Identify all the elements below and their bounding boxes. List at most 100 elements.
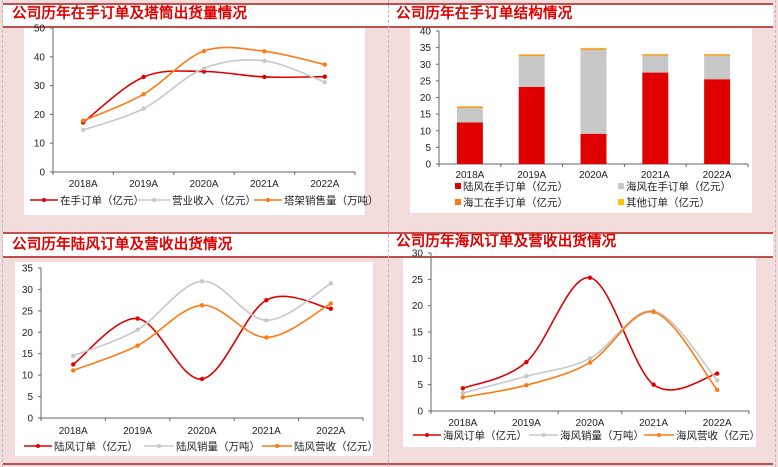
chart-title-top-right: 公司历年在手订单结构情况	[396, 6, 573, 22]
data-point	[199, 303, 205, 308]
y-tick-label: 35	[22, 264, 34, 275]
x-tick-label: 2020A	[190, 179, 219, 190]
y-tick-label: 25	[420, 76, 432, 87]
y-tick-label: 20	[420, 93, 432, 104]
legend-label: 营业收入（亿元）	[172, 194, 256, 207]
legend-label: 其他订单（亿元）	[626, 196, 710, 209]
bar-segment	[518, 55, 545, 87]
data-point	[201, 48, 207, 54]
data-point	[587, 275, 593, 280]
legend-swatch	[618, 199, 624, 205]
data-point	[524, 382, 529, 388]
data-point	[651, 382, 656, 387]
data-point	[141, 74, 146, 80]
x-tick-label: 2020A	[188, 426, 217, 437]
legend-label: 陆风营收（亿元）	[294, 440, 378, 453]
y-tick-label: 50	[34, 24, 46, 35]
y-tick-label: 20	[412, 301, 424, 312]
bar-segment	[642, 53, 669, 55]
data-point	[141, 106, 146, 111]
legend-swatch	[455, 183, 461, 189]
y-tick-label: 0	[39, 168, 45, 179]
data-point	[71, 362, 76, 367]
x-tick-label: 2020A	[579, 170, 608, 181]
data-point	[460, 386, 465, 391]
y-tick-label: 5	[27, 392, 33, 403]
bar-segment	[704, 79, 731, 164]
y-tick-label: 10	[412, 354, 424, 365]
x-tick-label: 2019A	[512, 418, 541, 429]
data-point	[264, 318, 269, 323]
legend-label: 海风营收（亿元）	[676, 429, 760, 442]
data-point	[264, 335, 269, 340]
series-line	[462, 311, 718, 399]
y-tick-label: 20	[22, 328, 34, 339]
legend-swatch	[618, 183, 624, 189]
x-tick-label: 2022A	[703, 170, 732, 181]
bar-segment	[642, 54, 669, 56]
x-tick-label: 2022A	[310, 179, 339, 190]
data-point	[262, 58, 267, 64]
legend-label: 海风订单（亿元）	[443, 429, 527, 442]
data-point	[135, 343, 140, 348]
chart-title-bottom-left: 公司历年陆风订单及营收出货情况	[12, 237, 233, 253]
legend-swatch	[455, 199, 461, 205]
data-point	[524, 374, 529, 379]
data-point	[460, 390, 465, 396]
data-point	[587, 360, 593, 365]
y-tick-label: 15	[412, 328, 424, 339]
y-tick-label: 20	[34, 110, 46, 121]
data-point	[262, 74, 267, 80]
y-tick-label: 10	[420, 126, 432, 137]
legend-label: 塔架销售量（万吨）	[284, 194, 379, 207]
data-point	[141, 92, 146, 97]
y-tick-label: 15	[420, 110, 432, 121]
data-point	[328, 301, 333, 306]
x-tick-label: 2018A	[455, 170, 484, 181]
bar-segment	[704, 54, 731, 56]
legend-marker	[541, 433, 546, 437]
data-point	[715, 387, 720, 393]
legend-label: 陆风销量（万吨）	[176, 440, 260, 453]
bar-segment	[642, 55, 669, 73]
panel-bg-top-left	[24, 28, 365, 215]
y-tick-label: 0	[417, 407, 423, 418]
data-point	[587, 356, 593, 361]
bar-segment	[580, 48, 607, 50]
data-point	[81, 118, 86, 123]
bar-segment	[456, 106, 483, 107]
legend-label: 海风销量（万吨）	[560, 429, 644, 442]
data-point	[199, 279, 205, 284]
chart-title-bottom-right: 公司历年海风订单及营收出货情况	[396, 234, 617, 250]
y-tick-label: 30	[420, 60, 432, 71]
legend-marker	[152, 198, 156, 202]
data-point	[135, 316, 140, 321]
bar-segment	[580, 133, 607, 164]
data-point	[135, 327, 140, 332]
bar-segment	[456, 122, 483, 164]
data-point	[322, 79, 327, 85]
data-point	[715, 371, 720, 376]
data-point	[322, 62, 327, 67]
data-point	[328, 306, 333, 311]
x-tick-label: 2021A	[641, 170, 670, 181]
y-tick-label: 25	[412, 275, 424, 286]
x-tick-label: 2019A	[129, 179, 158, 190]
y-tick-label: 40	[420, 27, 432, 38]
x-tick-label: 2021A	[252, 426, 281, 437]
data-point	[264, 297, 269, 303]
legend-marker	[42, 198, 46, 202]
x-tick-label: 2022A	[316, 426, 345, 437]
x-tick-label: 2021A	[639, 418, 668, 429]
y-tick-label: 15	[22, 349, 34, 360]
chart-title-top-left: 公司历年在手订单及塔筒出货量情况	[12, 6, 248, 22]
x-tick-label: 2019A	[123, 426, 152, 437]
legend-label: 海工在手订单（亿元）	[463, 196, 568, 209]
data-point	[81, 127, 86, 133]
bar-segment	[456, 107, 483, 123]
legend-marker	[425, 433, 429, 437]
y-tick-label: 5	[425, 143, 431, 154]
